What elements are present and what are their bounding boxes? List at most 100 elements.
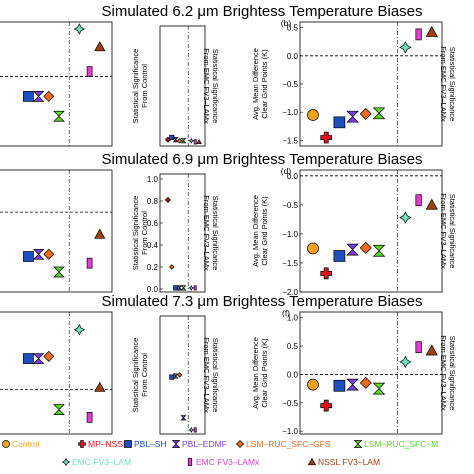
tick-label: 0.0 <box>287 172 299 181</box>
ylabel-bias: Avg. Mean DifferenceClear Grid Points (K… <box>251 337 269 409</box>
marker-pbl-edmf <box>180 415 187 421</box>
marker-lsm-ruc-m <box>53 404 65 415</box>
marker-lsm-ruc-gfs <box>43 248 55 260</box>
tick-label: 0.0 <box>147 285 159 294</box>
marker-emc-fv3-lamx <box>193 285 197 291</box>
tick-label: 0.5 <box>287 342 299 351</box>
panel-frame <box>299 311 443 435</box>
legend-emc-fv3-lamx: EMC FV3–LAMx <box>187 457 260 467</box>
panel-frame <box>0 169 113 293</box>
panel-significance: 1.0 0.8 0.6 0.4 0.2 0.0 Statistical Significan… <box>131 173 220 294</box>
tick-label: −0.5 <box>282 201 298 210</box>
marker-pbl-sh <box>333 379 346 392</box>
marker-emc-fv3-lam <box>399 211 412 224</box>
marker-nssl-fv3-lam <box>94 41 106 52</box>
legend-pbl-sh: PBL–SH <box>124 439 167 449</box>
tick-label: −1.0 <box>282 108 298 117</box>
panel-frame <box>159 25 206 147</box>
marker-control <box>307 378 319 391</box>
panel-bias: 0.0 −0.5 −1.0 −1.5 −2.0 (d) Avg. Mean Differen… <box>251 166 457 297</box>
panel-left-relative <box>0 21 113 147</box>
ylabel-from-emc-fv3-lamx: Statistical SignificanceFrom EMC FV3–LAM… <box>202 195 220 271</box>
marker-emc-fv3-lam <box>188 137 195 144</box>
legend-control-label: Control <box>12 439 40 449</box>
marker-lsm-ruc-gfs <box>359 241 372 254</box>
marker-mp-nssl <box>165 197 171 203</box>
legend-mp-nssl-label: MP–NSSL <box>88 439 128 449</box>
marker-control <box>307 109 319 121</box>
marker-control <box>307 242 319 255</box>
marker-pbl-edmf <box>32 248 45 260</box>
legend-lsm-ruc-sfc-m: LSM–RUC_SFC–M <box>353 439 438 449</box>
ylabel-bias: Avg. Mean DifferenceClear Grid Points (K… <box>251 48 269 120</box>
legend-nssl-fv3-lam-marker <box>307 457 317 466</box>
marker-lsm-ruc-m <box>53 266 65 278</box>
row-title: Simulated 7.3 μm Brightess Temperature B… <box>101 293 422 310</box>
row-1: Simulated 6.2 μm Brightess Temperature B… <box>0 3 457 147</box>
tick-label: 1.0 <box>287 314 299 323</box>
legend-lsm-ruc-sfc-gfs-marker <box>236 440 244 448</box>
marker-mp-nssl <box>320 267 333 280</box>
panel-left-relative <box>0 311 113 435</box>
panel-frame <box>159 173 206 293</box>
marker-emc-fv3-lamx <box>193 427 197 433</box>
marker-pbl-sh <box>169 374 175 380</box>
marker-emc-fv3-lam <box>399 41 412 54</box>
panel-significance: Statistical SignificanceFrom Control Stat… <box>131 315 220 435</box>
row-title: Simulated 6.9 μm Brightess Temperature B… <box>101 151 422 168</box>
marker-pbl-sh <box>23 353 34 364</box>
legend-emc-fv3-lam: EMC FV3–LAM <box>61 457 131 467</box>
ylabel-from-control: Statistical SignificanceFrom Control <box>131 49 149 124</box>
marker-emc-fv3-lamx <box>86 257 93 269</box>
legend-mp-nssl: MP–NSSL <box>78 439 128 449</box>
legend-lsm-ruc-sfc-m-marker <box>353 440 363 448</box>
marker-lsm-ruc-gfs <box>359 107 372 120</box>
ylabel-from-emc-fv3-lamx: Statistical SignificanceFrom EMC FV3–LAM… <box>202 337 220 413</box>
tick-label: −0.5 <box>282 80 298 89</box>
tick-label: −1.5 <box>282 259 298 268</box>
legend-control-marker <box>2 440 10 448</box>
tick-label: −2.0 <box>282 288 298 297</box>
tick-label: 0.6 <box>147 219 159 228</box>
panel-left-relative <box>0 169 113 293</box>
row-2: Simulated 6.9 μm Brightess Temperature B… <box>0 151 457 297</box>
marker-lsm-ruc-m <box>180 138 187 144</box>
marker-emc-fv3-lam <box>73 324 86 336</box>
marker-pbl-edmf <box>346 378 359 391</box>
marker-nssl-fv3-lam <box>425 198 438 210</box>
marker-emc-fv3-lam <box>188 426 195 433</box>
panel-bias: 0.5 0.0 −0.5 −1.0 −1.5 (b) Avg. Mean Differenc… <box>251 18 457 147</box>
marker-lsm-ruc-gfs <box>43 90 55 102</box>
tick-label: 0.4 <box>147 241 159 250</box>
marker-pbl-edmf <box>346 243 359 256</box>
panel-label: (d) <box>281 166 292 176</box>
marker-lsm-ruc-gfs <box>169 264 175 270</box>
panel-label: (b) <box>281 18 292 28</box>
marker-pbl-sh <box>173 285 179 291</box>
legend-pbl-edmf-label: PBL–EDMF <box>182 439 227 449</box>
ylabel-bias-right: Statistical SignificanceFrom EMC FV3–LAM… <box>439 46 457 122</box>
marker-emc-fv3-lamx <box>86 66 93 77</box>
marker-lsm-ruc-m <box>372 382 386 395</box>
marker-mp-nssl <box>320 399 333 412</box>
panel-frame <box>0 21 113 147</box>
marker-emc-fv3-lam <box>188 284 195 291</box>
marker-pbl-edmf <box>346 110 359 123</box>
panel-label: (f) <box>282 308 290 318</box>
legend-lsm-ruc-sfc-gfs-label: LSM–RUC_SFC–GFS <box>246 439 331 449</box>
legend-control: Control <box>2 439 40 449</box>
legend-pbl-edmf-marker <box>171 440 181 448</box>
legend-pbl-edmf: PBL–EDMF <box>171 439 227 449</box>
marker-pbl-sh <box>23 251 34 262</box>
marker-lsm-ruc-gfs <box>176 372 183 378</box>
marker-emc-fv3-lamx <box>415 194 422 207</box>
legend-emc-fv3-lamx-label: EMC FV3–LAMx <box>196 457 260 467</box>
marker-lsm-ruc-m <box>180 285 187 291</box>
marker-pbl-sh <box>23 91 34 102</box>
tick-label: −1.0 <box>282 230 298 239</box>
legend-lsm-ruc-sfc-m-label: LSM–RUC_SFC–M <box>364 439 438 449</box>
marker-emc-fv3-lam <box>73 23 86 35</box>
legend-nssl-fv3-lam-label: NSSL FV3–LAM <box>318 457 380 467</box>
tick-label: 0.0 <box>287 370 299 379</box>
